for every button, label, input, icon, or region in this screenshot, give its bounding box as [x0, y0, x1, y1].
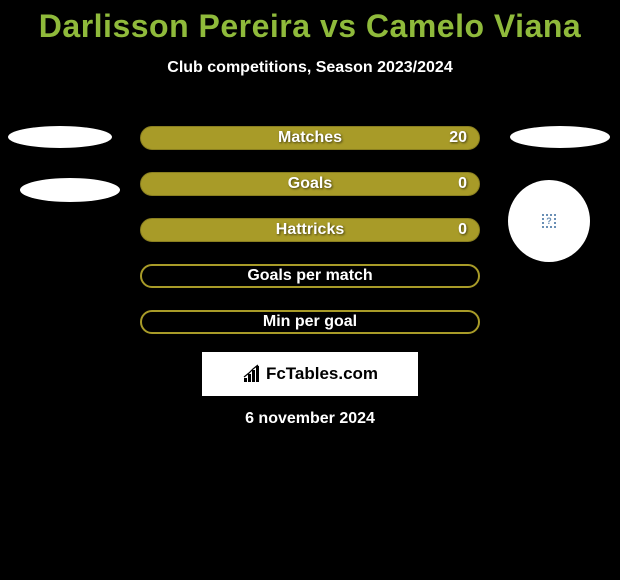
logo-text: FcTables.com: [266, 364, 378, 384]
stats-bars: Matches 20 Goals 0 Hattricks 0 Goals per…: [140, 126, 480, 356]
player-left-ellipse-2: [20, 178, 120, 202]
player-left-ellipse-1: [8, 126, 112, 148]
player-right-ellipse-1: [510, 126, 610, 148]
bar-value: 0: [458, 175, 467, 193]
bar-label: Goals per match: [247, 267, 372, 285]
stat-bar-goals-per-match: Goals per match: [140, 264, 480, 288]
player-right-circle: ?: [508, 180, 590, 262]
date-text: 6 november 2024: [245, 410, 375, 428]
stat-bar-matches: Matches 20: [140, 126, 480, 150]
bar-label: Min per goal: [263, 313, 357, 331]
stat-bar-goals: Goals 0: [140, 172, 480, 196]
comparison-infographic: Darlisson Pereira vs Camelo Viana Club c…: [0, 0, 620, 77]
bar-value: 20: [449, 129, 467, 147]
bar-label: Matches: [278, 129, 342, 147]
bar-label: Goals: [288, 175, 332, 193]
logo-content: FcTables.com: [242, 364, 378, 384]
page-title: Darlisson Pereira vs Camelo Viana: [0, 0, 620, 45]
stat-bar-hattricks: Hattricks 0: [140, 218, 480, 242]
logo-box: FcTables.com: [202, 352, 418, 396]
bar-label: Hattricks: [276, 221, 344, 239]
stat-bar-min-per-goal: Min per goal: [140, 310, 480, 334]
fctables-icon: [242, 364, 262, 384]
placeholder-icon: ?: [542, 214, 556, 228]
bar-value: 0: [458, 221, 467, 239]
subtitle: Club competitions, Season 2023/2024: [0, 59, 620, 77]
